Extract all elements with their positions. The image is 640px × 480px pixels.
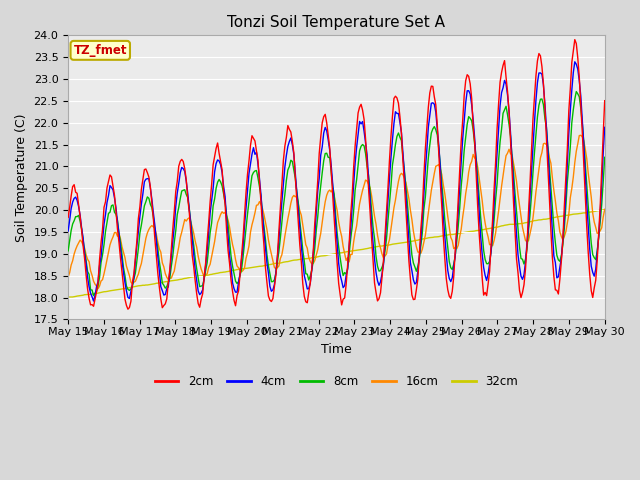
Legend: 2cm, 4cm, 8cm, 16cm, 32cm: 2cm, 4cm, 8cm, 16cm, 32cm — [150, 371, 523, 393]
Y-axis label: Soil Temperature (C): Soil Temperature (C) — [15, 113, 28, 241]
Text: TZ_fmet: TZ_fmet — [74, 44, 127, 57]
X-axis label: Time: Time — [321, 343, 352, 356]
Title: Tonzi Soil Temperature Set A: Tonzi Soil Temperature Set A — [227, 15, 445, 30]
